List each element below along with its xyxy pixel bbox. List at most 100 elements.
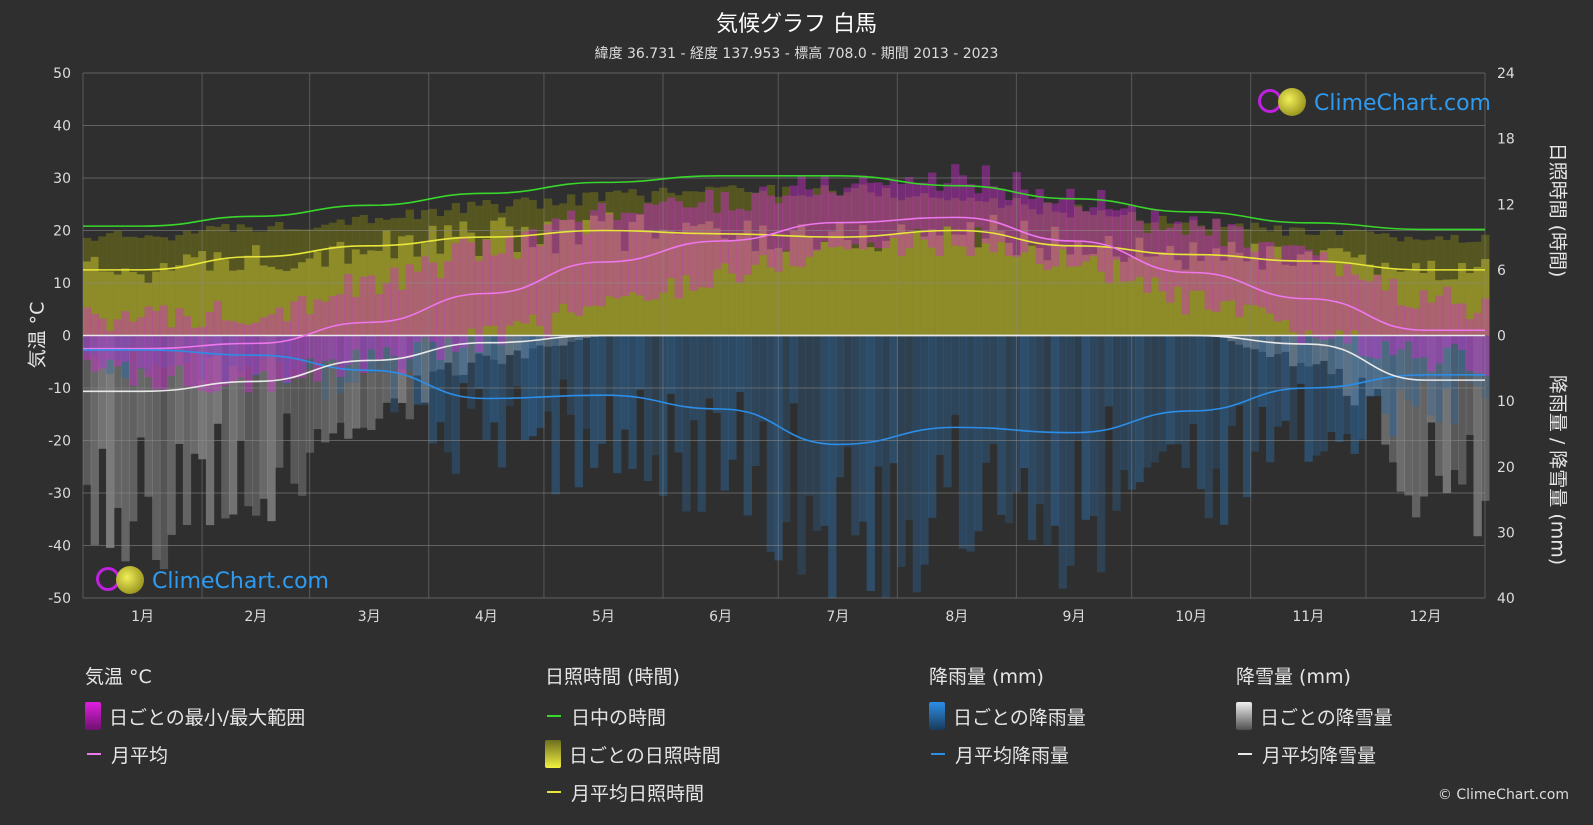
daily-sunshine-bar (966, 222, 975, 336)
daily-rain-bar (666, 335, 676, 394)
daily-rain-bar (697, 335, 706, 512)
right-top-tick-label: 18 (1497, 132, 1515, 148)
daily-rain-bar (221, 335, 230, 384)
daily-rain-bar (159, 335, 169, 368)
daily-rain-bar (290, 335, 299, 370)
daily-rain-bar (259, 335, 268, 361)
daily-sunshine-bar (1004, 242, 1014, 336)
daily-sunshine-bar (989, 214, 998, 336)
daily-snow-bar (98, 335, 107, 449)
daily-sunshine-bar (413, 256, 422, 336)
daily-rain-bar (1066, 335, 1075, 566)
daily-sunshine-bar (1450, 279, 1459, 336)
daily-temp-range-bar (190, 327, 199, 388)
daily-snow-bar (305, 335, 315, 453)
daily-snow-bar (1427, 335, 1436, 423)
daily-sunshine-bar (1327, 248, 1336, 336)
daily-rain-bar (1404, 335, 1413, 401)
daily-rain-bar (689, 335, 699, 421)
daily-sunshine-bar (405, 235, 414, 336)
daily-temp-range-bar (497, 253, 507, 345)
daily-sunshine-bar (920, 236, 929, 336)
daily-rain-bar (789, 335, 799, 404)
daily-snow-bar (359, 335, 368, 428)
daily-temp-range-bar (328, 295, 338, 360)
daily-sunshine-bar (835, 221, 845, 336)
daily-temp-range-bar (1012, 172, 1021, 258)
left-tick-label: -10 (48, 381, 71, 397)
daily-sunshine-bar (1050, 226, 1060, 336)
daily-snow-bar (367, 335, 376, 431)
daily-snow-bar (1327, 335, 1336, 375)
daily-sunshine-bar (359, 254, 368, 336)
daily-snow-bar (582, 335, 591, 339)
daily-rain-bar (728, 335, 737, 460)
logo-bottom[interactable]: ClimeChart.com (96, 566, 329, 596)
x-tick-label: 5月 (592, 609, 615, 625)
daily-rain-bar (459, 335, 468, 384)
daily-snow-bar (336, 335, 345, 423)
legend-rain: 降雨量 (mm) 日ごとの降雨量 月平均降雨量 (929, 662, 1086, 779)
daily-temp-range-bar (490, 255, 499, 326)
daily-rain-bar (213, 335, 222, 356)
daily-snow-bar (1381, 335, 1390, 445)
daily-rain-bar (497, 335, 507, 468)
daily-sunshine-bar (1120, 261, 1129, 336)
daily-rain-bar (582, 335, 591, 429)
daily-sunshine-bar (597, 221, 606, 336)
daily-rain-bar (951, 335, 960, 415)
daily-sunshine-bar (205, 270, 215, 336)
daily-rain-bar (1335, 335, 1344, 443)
daily-sunshine-bar (305, 258, 315, 336)
daily-temp-range-bar (1404, 306, 1413, 342)
daily-rain-bar (136, 335, 146, 369)
left-tick-label: 40 (53, 119, 71, 135)
daily-temp-range-bar (290, 301, 299, 379)
daily-snow-bar (1312, 335, 1321, 365)
right-bottom-axis-title: 降雨量 / 降雪量 (mm) (1546, 374, 1569, 566)
daily-sunshine-bar (1204, 256, 1213, 336)
daily-sunshine-bar (1189, 242, 1198, 336)
daily-sunshine-bar (1358, 254, 1367, 336)
daily-sunshine-bar (935, 235, 945, 336)
daily-temp-range-bar (267, 314, 276, 392)
legend-label: 月平均降雪量 (1262, 744, 1377, 767)
daily-temp-range-bar (574, 221, 583, 316)
logo-top[interactable]: ClimeChart.com (1258, 88, 1491, 118)
daily-sunshine-bar (1258, 269, 1267, 336)
daily-snow-bar (1404, 335, 1413, 496)
daily-sunshine-bar (1235, 252, 1244, 336)
daily-rain-bar (928, 335, 937, 518)
daily-sunshine-bar (1074, 241, 1083, 336)
daily-sunshine-bar (782, 251, 791, 336)
daily-rain-bar (83, 335, 92, 355)
daily-temp-range-bar (1058, 197, 1067, 250)
daily-sunshine-bar (797, 224, 806, 336)
daily-rain-bar (1058, 335, 1067, 589)
daily-sunshine-bar (674, 234, 683, 336)
daily-sunshine-bar (428, 225, 437, 336)
daily-rain-bar (1419, 335, 1428, 383)
daily-temp-range-bar (421, 256, 430, 338)
left-tick-label: 0 (62, 329, 71, 345)
daily-temp-range-bar (974, 193, 983, 228)
daily-rain-bar (590, 335, 599, 468)
daily-sunshine-bar (252, 245, 261, 336)
right-top-tick-label: 24 (1497, 66, 1515, 82)
daily-sunshine-bar (290, 268, 299, 336)
legend-label: 日ごとの日照時間 (569, 744, 721, 767)
daily-temp-range-bar (397, 289, 407, 374)
daily-sunshine-bar (221, 259, 230, 336)
legend-label: 日中の時間 (571, 706, 667, 729)
daily-temp-range-bar (805, 189, 814, 257)
daily-sunshine-bar (874, 251, 883, 336)
daily-sunshine-bar (152, 271, 161, 336)
daily-temp-range-bar (121, 311, 130, 363)
left-tick-label: 50 (53, 66, 71, 82)
daily-sunshine-bar (190, 257, 199, 336)
daily-sunshine-bar (136, 274, 146, 336)
daily-temp-range-bar (597, 203, 606, 307)
right-top-axis-title: 日照時間 (時間) (1546, 142, 1569, 278)
legend-temperature: 気温 °C 日ごとの最小/最大範囲 月平均 (85, 662, 305, 779)
daily-rain-bar (881, 335, 891, 598)
